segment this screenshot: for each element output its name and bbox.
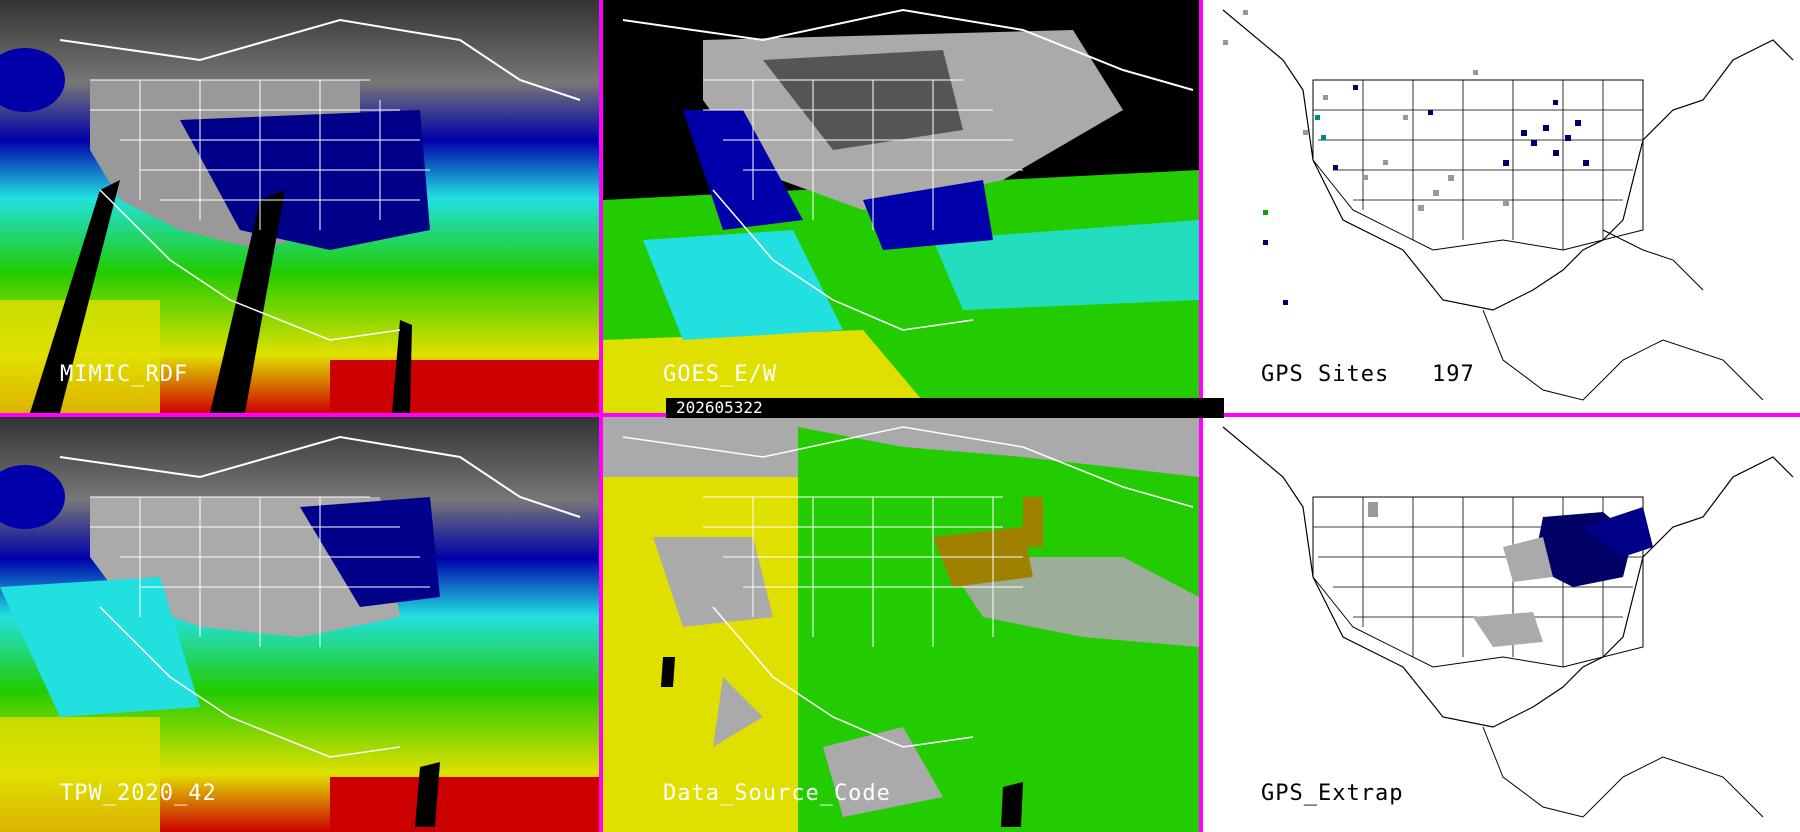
gps-sites-label: GPS Sites: [1261, 362, 1390, 387]
panel-label: Data_Source_Code: [663, 781, 891, 806]
gps-extrap-map: [1203, 417, 1800, 832]
panel-goes[interactable]: GOES_E/W: [603, 0, 1199, 413]
mimic-map: [0, 0, 599, 413]
panel-label: GPS Sites 197: [1261, 362, 1475, 387]
panel-gps-sites[interactable]: GPS Sites 197: [1203, 0, 1800, 413]
goes-map: [603, 0, 1199, 413]
panel-label: MIMIC_RDF: [60, 362, 189, 387]
tpw-map: [0, 417, 599, 832]
source-map: [603, 417, 1199, 832]
panel-label: GOES_E/W: [663, 362, 777, 387]
panel-mimic[interactable]: MIMIC_RDF: [0, 0, 599, 413]
gps-sites-count: 197: [1431, 362, 1475, 387]
panel-gps-extrap[interactable]: GPS_Extrap: [1203, 417, 1800, 832]
date-stamp: 202605322: [666, 398, 1224, 418]
panel-tpw[interactable]: TPW_2020_42: [0, 417, 599, 832]
panel-source[interactable]: Data_Source_Code: [603, 417, 1199, 832]
gps-sites-map: [1203, 0, 1800, 413]
panel-label: TPW_2020_42: [60, 781, 217, 806]
panel-label: GPS_Extrap: [1261, 781, 1404, 806]
